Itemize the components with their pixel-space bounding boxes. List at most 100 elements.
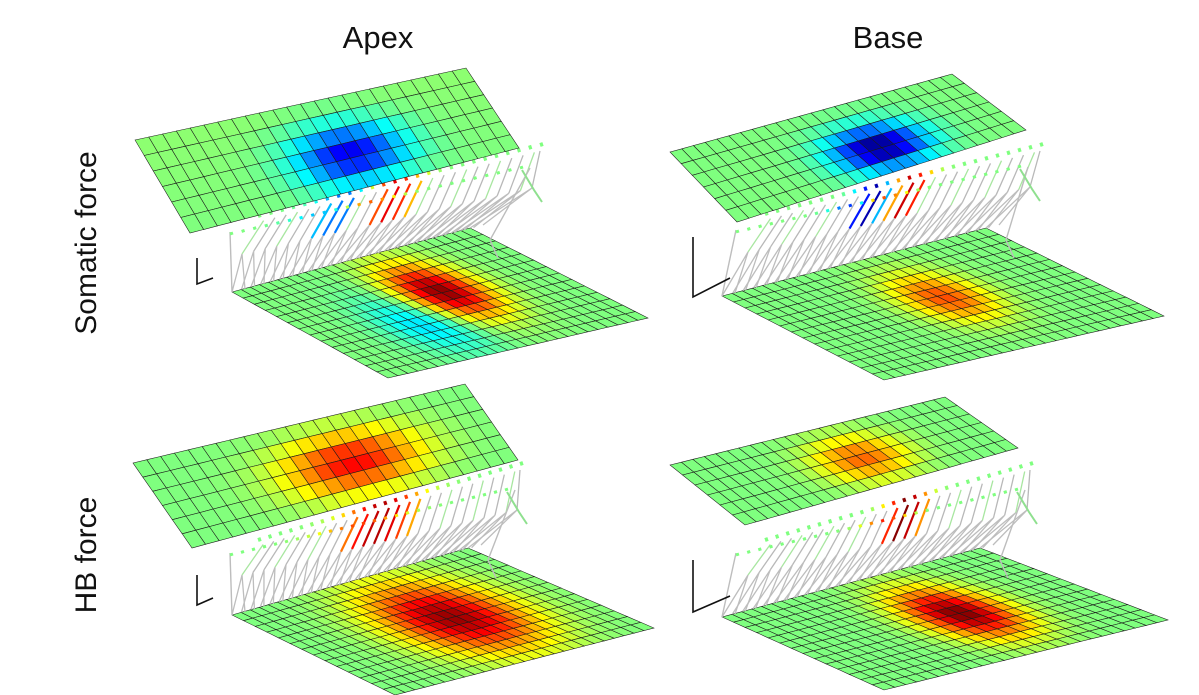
hair-bundle-mark [381,181,386,187]
hair-bundle-mark [764,537,769,542]
hair-bundle-mark [893,193,898,198]
hair-bundle-mark [962,161,967,167]
truss-link [870,510,888,547]
truss-link [781,209,805,245]
orientation-axes [692,560,731,614]
truss-link [925,495,941,534]
truss-link [403,180,423,218]
truss-end [229,552,233,616]
truss-link [438,172,456,210]
hair-bundle-mark [287,218,292,223]
hair-bundle-mark [869,521,874,526]
hair-bundle-mark [268,210,273,216]
truss-link [241,544,264,576]
hair-bundle-mark [383,500,388,506]
hair-bundle-mark [780,542,785,547]
membrane-cell [1001,120,1027,135]
hair-bundle-mark [880,503,886,509]
hair-bundle-mark [438,503,443,508]
truss-link [285,531,306,565]
truss-link [950,168,970,206]
hair-bundle-mark [473,176,478,181]
truss-link [981,480,994,521]
membrane-cell [624,311,649,321]
truss-link [516,469,521,511]
hair-bundle-mark [981,495,985,500]
truss-link [472,480,484,521]
truss-link [380,186,400,223]
truss-link [914,498,931,537]
truss-link [351,513,369,550]
truss-end [1016,491,1038,525]
truss-link [770,212,794,248]
hair-bundle-mark [859,509,865,515]
hair-bundle-mark [284,539,289,544]
hair-bundle-mark [437,167,443,173]
hair-bundle-mark [425,488,430,494]
hair-bundle-mark [806,524,812,530]
hair-bundle-mark [973,158,978,164]
truss-link [531,150,541,189]
row-title-hb-force: HB force [70,497,103,614]
hair-bundle-mark [309,521,315,527]
truss-end [229,231,233,293]
hair-bundle-mark [902,497,907,503]
hair-bundle-mark [1017,147,1022,153]
hair-bundle-mark [972,174,977,179]
membrane-cell [1142,614,1169,623]
truss-link [299,206,321,242]
truss-link [826,198,849,235]
panel-somatic-base [669,73,1165,381]
hair-bundle-mark [927,185,932,190]
hair-bundle-mark [333,207,338,212]
hair-bundle-mark [803,213,808,218]
hair-bundle-mark [257,213,262,218]
hair-bundle-mark [471,159,476,164]
truss-link [391,183,412,221]
hair-bundle-mark [291,204,296,210]
hair-bundle-mark [498,467,503,472]
hair-bundle-mark [837,206,841,211]
truss-link [439,489,453,529]
hair-bundle-mark [870,506,875,512]
truss-link [948,489,962,529]
hair-bundle-mark [461,178,466,183]
hair-bundle-mark [992,492,997,497]
truss-link [276,211,299,247]
hair-bundle-mark [891,516,896,521]
truss-link [274,535,296,568]
hair-bundle-mark [938,182,943,187]
truss-link [825,522,846,558]
truss-link [747,544,771,576]
hair-bundle-mark [902,513,907,518]
hair-bundle-mark [405,510,410,515]
truss-link [780,535,803,568]
hair-bundle-mark [347,190,352,196]
hair-bundle-mark [508,464,514,469]
hair-bundle-mark [427,505,432,510]
hair-bundle-mark [1006,150,1011,156]
hair-bundle-mark [241,228,246,233]
hair-bundle-mark [775,208,780,214]
hair-bundle-mark [415,173,420,179]
truss-link [792,531,814,565]
truss-link [496,157,513,197]
truss-strut [231,574,246,616]
top-membrane [669,73,1027,223]
hair-bundle-mark [471,495,476,500]
hair-bundle-mark [925,508,930,513]
hair-bundle-mark [863,186,868,192]
hair-bundle-mark [251,547,256,552]
truss-strut [260,245,278,285]
hair-bundle-mark [936,505,941,510]
hair-bundle-mark [393,497,398,503]
truss-link [769,538,793,571]
organ-of-corti-truss [229,469,528,616]
hair-bundle-mark [392,179,398,184]
truss-link [959,486,973,526]
hair-bundle-mark [797,202,802,208]
hair-bundle-mark [830,194,835,200]
truss-link [984,160,1003,198]
hair-bundle-mark [273,542,278,547]
hair-bundle-mark [322,210,327,215]
